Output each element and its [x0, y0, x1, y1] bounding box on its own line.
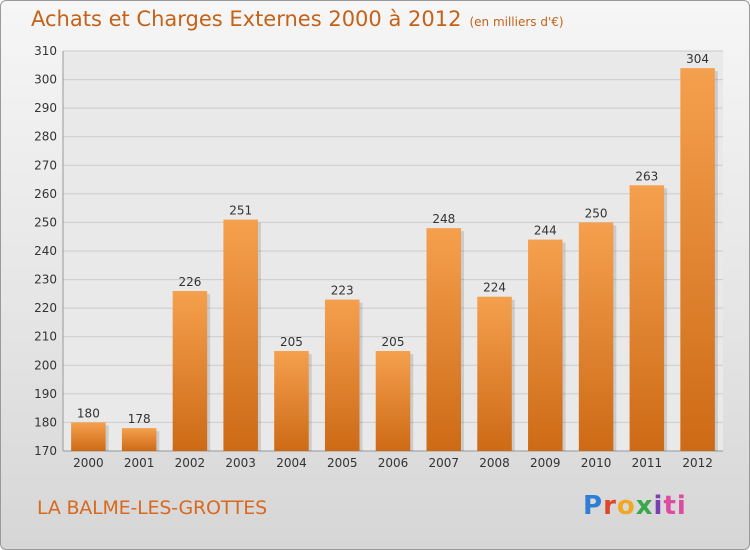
y-tick-label-260: 260	[34, 187, 57, 201]
y-tick-label-180: 180	[34, 415, 57, 429]
bar-2009	[528, 239, 563, 451]
x-tick-label-2002: 2002	[175, 456, 206, 470]
y-tick-label-200: 200	[34, 358, 57, 372]
value-label-2005: 223	[331, 284, 354, 298]
value-label-2011: 263	[635, 169, 658, 183]
bar-2002	[172, 291, 208, 451]
x-tick-label-2000: 2000	[73, 456, 104, 470]
proxiti-logo: Proxiti	[583, 491, 687, 521]
bar-2001	[121, 428, 157, 451]
bar-2008	[477, 296, 512, 451]
y-tick-label-170: 170	[34, 444, 57, 458]
y-tick-label-240: 240	[34, 244, 57, 258]
x-tick-label-2010: 2010	[581, 456, 612, 470]
x-tick-label-2011: 2011	[632, 456, 663, 470]
bar-2006	[375, 351, 411, 451]
commune-name: LA BALME-LES-GROTTES	[37, 497, 267, 519]
y-tick-label-250: 250	[34, 215, 57, 229]
chart-title-row: Achats et Charges Externes 2000 à 2012 (e…	[31, 7, 564, 31]
y-tick-label-230: 230	[34, 273, 57, 287]
y-tick-label-270: 270	[34, 158, 57, 172]
x-tick-label-2006: 2006	[378, 456, 409, 470]
bar-2007	[426, 228, 462, 451]
y-tick-label-300: 300	[34, 73, 57, 87]
y-tick-label-280: 280	[34, 130, 57, 144]
x-tick-label-2008: 2008	[479, 456, 510, 470]
value-label-2003: 251	[229, 204, 252, 218]
bar-2000	[71, 422, 106, 451]
x-tick-label-2005: 2005	[327, 456, 358, 470]
chart-title: Achats et Charges Externes 2000 à 2012	[31, 7, 462, 31]
value-label-2002: 226	[178, 275, 201, 289]
y-tick-label-310: 310	[34, 44, 57, 58]
value-label-2012: 304	[686, 52, 709, 66]
value-label-2000: 180	[77, 406, 100, 420]
value-label-2009: 244	[534, 224, 557, 238]
bar-2011	[629, 185, 665, 452]
x-tick-label-2001: 2001	[124, 456, 155, 470]
value-label-2008: 224	[483, 281, 506, 295]
bar-2010	[578, 222, 614, 451]
value-label-2001: 178	[128, 412, 151, 426]
x-tick-label-2004: 2004	[276, 456, 307, 470]
bar-2003	[223, 219, 258, 451]
value-label-2010: 250	[585, 206, 608, 220]
y-tick-label-190: 190	[34, 387, 57, 401]
bar-2005	[324, 299, 360, 451]
value-label-2006: 205	[382, 335, 405, 349]
x-tick-label-2007: 2007	[428, 456, 459, 470]
x-tick-label-2012: 2012	[682, 456, 713, 470]
chart-subtitle: (en milliers d'€)	[469, 15, 564, 29]
x-tick-label-2003: 2003	[225, 456, 256, 470]
bar-2012	[680, 68, 715, 452]
x-tick-label-2009: 2009	[530, 456, 561, 470]
bar-2004	[274, 351, 309, 451]
y-tick-label-290: 290	[34, 101, 57, 115]
y-tick-label-220: 220	[34, 301, 57, 315]
y-tick-label-210: 210	[34, 330, 57, 344]
value-label-2007: 248	[432, 212, 455, 226]
value-label-2004: 205	[280, 335, 303, 349]
